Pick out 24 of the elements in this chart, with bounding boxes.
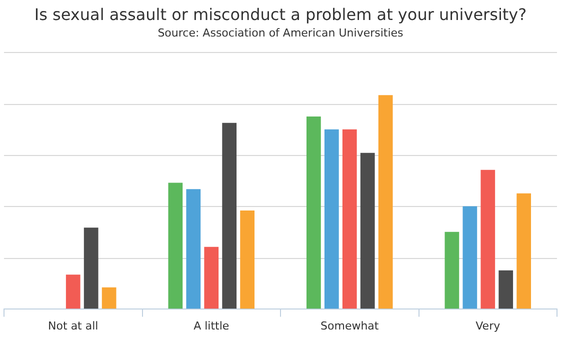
bar xyxy=(102,287,116,309)
x-tick-label: Not at all xyxy=(48,319,98,332)
bar xyxy=(66,274,80,309)
bar xyxy=(444,232,460,309)
bar xyxy=(84,228,98,309)
x-tick-label: A little xyxy=(194,319,230,332)
bar xyxy=(222,122,237,309)
bar xyxy=(360,152,375,309)
x-tick-label: Somewhat xyxy=(320,319,380,332)
bar xyxy=(516,193,532,309)
bar xyxy=(462,206,478,309)
bar xyxy=(240,210,255,309)
bar xyxy=(306,116,321,309)
bar xyxy=(342,129,357,309)
bar xyxy=(324,129,339,309)
chart-subtitle: Source: Association of American Universities xyxy=(158,26,404,40)
chart-title: Is sexual assault or misconduct a problem at your university? xyxy=(34,4,527,24)
bar xyxy=(204,246,219,309)
bar xyxy=(186,189,201,309)
bar xyxy=(480,170,496,309)
bar xyxy=(498,270,514,309)
x-tick-label: Very xyxy=(476,319,501,332)
bar xyxy=(168,182,183,309)
bar xyxy=(378,95,393,309)
